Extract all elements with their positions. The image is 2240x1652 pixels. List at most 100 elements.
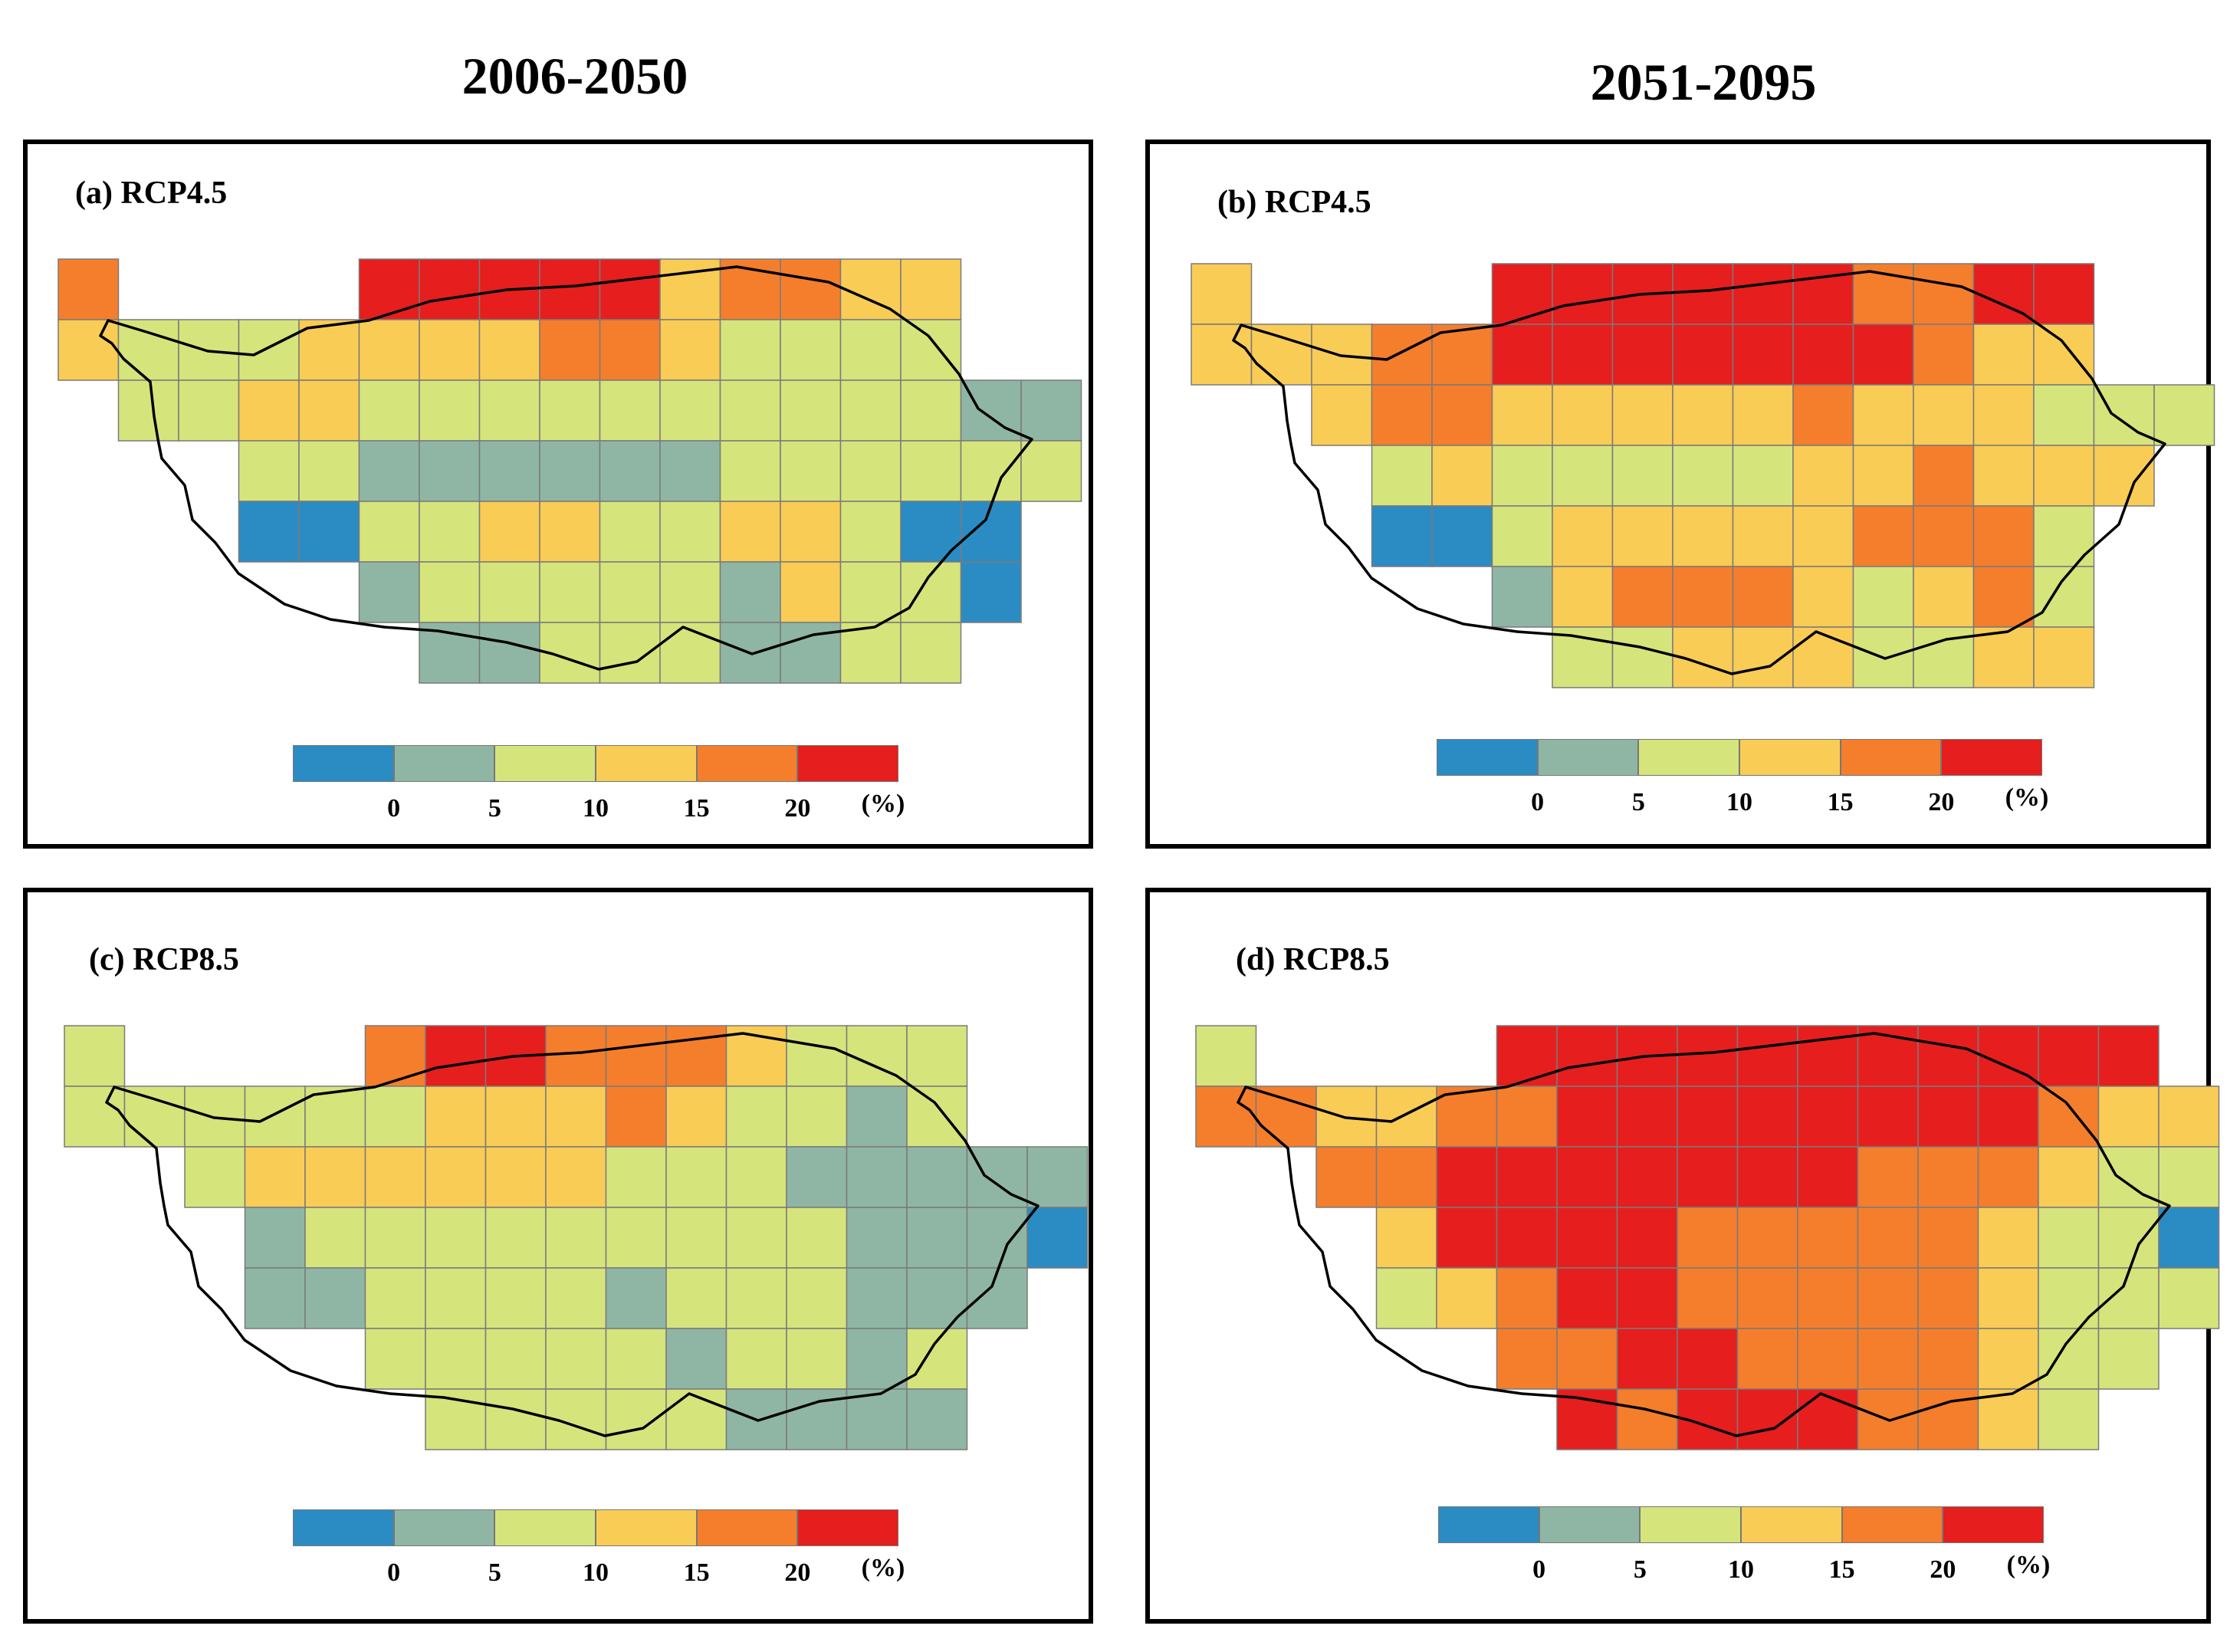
grid-cell	[1375, 1267, 1437, 1329]
grid-cell	[117, 319, 179, 381]
grid-cell	[605, 1267, 667, 1329]
grid-cell	[1611, 445, 1673, 507]
grid-cell	[478, 561, 540, 623]
grid-cell	[1917, 1207, 1979, 1269]
grid-cell	[2097, 1267, 2160, 1329]
legend-swatch	[1539, 1506, 1641, 1543]
legend-unit: (%)	[2005, 783, 2049, 812]
grid-cell	[2097, 1207, 2160, 1269]
legend-swatch	[393, 745, 495, 782]
legend-tick: 20	[784, 1558, 811, 1587]
legend-swatch	[696, 1509, 798, 1546]
grid-cell	[1556, 1207, 1618, 1269]
legend-tick: 10	[1728, 1555, 1754, 1584]
grid-cell	[1857, 1085, 1919, 1148]
legend-tick: 5	[488, 1558, 501, 1587]
panel-c-legend	[293, 1509, 899, 1546]
grid-cell	[1792, 324, 1854, 386]
grid-cell	[364, 1267, 426, 1329]
grid-cell	[780, 561, 842, 623]
grid-cell	[1191, 324, 1253, 386]
grid-cell	[57, 258, 120, 320]
grid-cell	[719, 319, 781, 381]
grid-cell	[665, 1207, 728, 1269]
grid-cell	[419, 319, 481, 381]
grid-cell	[419, 440, 481, 502]
grid-cell	[1491, 324, 1553, 386]
grid-cell	[665, 1085, 728, 1148]
grid-cell	[1311, 384, 1373, 446]
grid-cell	[599, 561, 661, 623]
grid-cell	[364, 1328, 426, 1390]
grid-cell	[1371, 445, 1433, 507]
grid-cell	[719, 379, 781, 442]
grid-cell	[1672, 324, 1734, 386]
grid-cell	[425, 1328, 487, 1390]
grid-cell	[900, 379, 962, 442]
grid-cell	[906, 1025, 968, 1087]
column-title-right: 2051-2095	[1590, 53, 1817, 111]
panel-a-legend	[293, 745, 899, 782]
grid-cell	[719, 561, 781, 623]
grid-cell	[1496, 1328, 1558, 1390]
grid-cell	[846, 1388, 908, 1450]
grid-cell	[599, 379, 661, 442]
legend-tick: 20	[784, 794, 811, 823]
legend-unit: (%)	[2006, 1551, 2051, 1579]
legend-tick: 15	[683, 794, 710, 823]
grid-cell	[1797, 1328, 1859, 1390]
panel-b-map	[1191, 263, 2215, 688]
grid-cell	[298, 379, 360, 442]
grid-cell	[1917, 1025, 1979, 1087]
grid-cell	[1917, 1085, 1979, 1148]
legend-swatch	[293, 1509, 394, 1546]
grid-cell	[1852, 324, 1914, 386]
grid-cell	[1852, 384, 1914, 446]
grid-cell	[605, 1146, 667, 1208]
grid-cell	[2158, 1207, 2220, 1269]
grid-cell	[605, 1207, 667, 1269]
grid-cell	[425, 1267, 487, 1329]
grid-cell	[358, 440, 420, 502]
grid-cell	[478, 440, 540, 502]
grid-cell	[1972, 445, 2035, 507]
legend-swatch	[1943, 1506, 2045, 1543]
panel-d: (d) RCP8.5 0 5 10 15 20 (%)	[1145, 888, 2220, 1624]
grid-cell	[960, 440, 1022, 502]
legend-swatch	[1640, 1506, 1742, 1543]
grid-cell	[1857, 1267, 1919, 1329]
grid-cell	[1552, 384, 1614, 446]
grid-cell	[839, 440, 902, 502]
grid-cell	[605, 1085, 667, 1148]
grid-cell	[1852, 566, 1914, 628]
legend-swatch	[797, 745, 899, 782]
grid-cell	[1677, 1328, 1739, 1390]
grid-cell	[599, 501, 661, 563]
grid-cell	[1672, 445, 1734, 507]
grid-cell	[1972, 324, 2035, 386]
grid-cell	[1375, 1146, 1437, 1208]
grid-cell	[304, 1207, 366, 1269]
grid-cell	[2038, 1085, 2100, 1148]
panel-d-label: (d) RCP8.5	[1236, 942, 1390, 977]
grid-cell	[719, 440, 781, 502]
grid-cell	[2033, 263, 2095, 325]
grid-cell	[1491, 263, 1553, 325]
grid-cell	[1255, 1085, 1317, 1148]
grid-cell	[419, 501, 481, 563]
grid-cell	[1913, 505, 1975, 567]
grid-cell	[1496, 1085, 1558, 1148]
grid-cell	[1732, 566, 1794, 628]
grid-cell	[545, 1328, 607, 1390]
legend-tick: 20	[1930, 1555, 1956, 1584]
grid-cell	[419, 258, 481, 320]
grid-cell	[178, 379, 240, 442]
grid-cell	[2033, 384, 2095, 446]
grid-cell	[1977, 1267, 2039, 1329]
grid-cell	[786, 1207, 848, 1269]
grid-cell	[419, 561, 481, 623]
grid-cell	[1616, 1267, 1678, 1329]
grid-cell	[484, 1207, 547, 1269]
grid-cell	[1491, 566, 1553, 628]
plateau-outline	[1232, 270, 2166, 675]
